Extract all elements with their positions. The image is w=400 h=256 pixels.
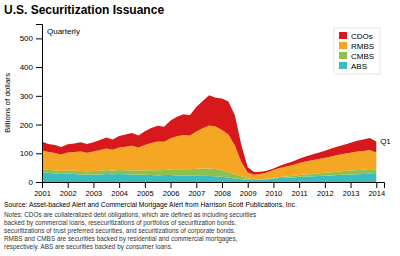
x-tick: 2013 <box>343 182 360 198</box>
y-tick-label: 0 <box>29 178 34 187</box>
x-axis: 2001 2002 2003 2004 2005 2006 2007 2008 2009 2010… <box>34 182 385 198</box>
y-axis-title: Billions of dollars <box>3 73 12 133</box>
x-tick-label: 2014 <box>368 189 385 198</box>
legend-entry: RMBS <box>339 42 374 51</box>
note: respectively. ABS are securities backed … <box>4 243 173 251</box>
x-tick-mark <box>68 182 69 188</box>
x-tick: 2008 <box>214 182 231 198</box>
y-tick: 100 <box>20 149 42 158</box>
x-tick-label: 2008 <box>214 189 231 198</box>
x-tick: 2004 <box>111 182 128 198</box>
y-tick-label: 300 <box>20 92 34 101</box>
legend-swatch <box>339 42 347 49</box>
legend-label: ABS <box>351 62 367 71</box>
area <box>42 95 376 175</box>
y-tick-mark <box>36 96 42 97</box>
note: Notes: CDOs are collateralized debt obli… <box>4 211 256 219</box>
x-tick-mark <box>196 182 197 188</box>
y-tick-mark <box>36 182 42 183</box>
y-tick: 300 <box>20 92 42 101</box>
x-tick: 2003 <box>86 182 103 198</box>
y-tick: 400 <box>20 63 42 72</box>
x-tick-mark <box>273 182 274 188</box>
y-tick-mark <box>36 38 42 39</box>
x-tick-mark <box>222 182 223 188</box>
legend-label: RMBS <box>351 42 374 51</box>
y-tick-mark <box>36 153 42 154</box>
x-tick: 2009 <box>240 182 257 198</box>
x-tick-mark <box>248 182 249 188</box>
x-tick: 2012 <box>317 182 334 198</box>
x-tick-mark <box>93 182 94 188</box>
x-tick-label: 2001 <box>34 189 51 198</box>
y-axis-line <box>36 25 43 183</box>
y-tick-label: 200 <box>20 121 34 130</box>
legend-swatch <box>339 62 347 69</box>
x-tick-label: 2009 <box>240 189 257 198</box>
legend-swatch <box>339 32 347 39</box>
x-tick-mark <box>376 182 377 188</box>
y-tick-mark <box>36 67 42 68</box>
y-tick-label: 400 <box>20 63 34 72</box>
legend-entry: CMBS <box>339 52 374 61</box>
x-tick-mark <box>299 182 300 188</box>
x-tick: 2006 <box>163 182 180 198</box>
x-tick-label: 2011 <box>292 189 308 198</box>
x-axis-line <box>43 183 385 189</box>
x-tick: 2014 <box>368 182 385 198</box>
x-tick-label: 2006 <box>163 189 180 198</box>
legend-entry: CDOs <box>339 32 373 41</box>
x-tick-mark <box>351 182 352 188</box>
y-axis: 0 100 200 300 400 500 <box>20 25 43 188</box>
x-tick-mark <box>119 182 120 188</box>
note: securitizations of trust preferred secur… <box>4 227 236 235</box>
annotation: Q1 <box>380 137 391 146</box>
y-tick: 0 <box>29 178 42 187</box>
x-tick-label: 2004 <box>111 189 128 198</box>
x-tick-label: 2012 <box>317 189 334 198</box>
x-tick: 2005 <box>137 182 154 198</box>
x-tick-label: 2010 <box>266 189 283 198</box>
x-tick-label: 2005 <box>137 189 154 198</box>
note: RMBS and CMBS are securities backed by r… <box>4 235 238 243</box>
x-tick-label: 2003 <box>86 189 103 198</box>
x-tick-label: 2007 <box>188 189 205 198</box>
x-tick-label: 2002 <box>60 189 77 198</box>
title: U.S. Securitization Issuance <box>4 3 164 17</box>
legend-box <box>334 28 380 74</box>
x-tick-mark <box>145 182 146 188</box>
areas <box>42 95 376 182</box>
x-tick: 2007 <box>188 182 205 198</box>
legend-label: CDOs <box>351 32 373 41</box>
chart: U.S. Securitization Issuance200120022003… <box>0 0 400 256</box>
note: backed by commercial loans, resecuritiza… <box>4 219 237 227</box>
y-tick-label: 500 <box>20 34 34 43</box>
plot: 2001 2002 2003 2004 2005 2006 2007 2008 2009 2010… <box>20 25 392 199</box>
annotation: Quarterly <box>47 27 80 36</box>
legend-entry: ABS <box>339 62 367 71</box>
y-tick: 200 <box>20 121 42 130</box>
x-tick-mark <box>171 182 172 188</box>
legend-swatch <box>339 52 347 59</box>
x-tick-mark <box>325 182 326 188</box>
x-tick: 2002 <box>60 182 77 198</box>
x-tick: 2010 <box>266 182 283 198</box>
y-tick-mark <box>36 125 42 126</box>
y-tick: 500 <box>20 34 42 43</box>
x-tick: 2001 <box>34 182 51 198</box>
legend: CDOsRMBSCMBSABS <box>334 28 380 74</box>
x-tick: 2011 <box>292 182 308 198</box>
y-tick-label: 100 <box>20 149 34 158</box>
legend-label: CMBS <box>351 52 374 61</box>
source: Source: Asset-backed Alert and Commercia… <box>4 201 297 209</box>
x-tick-label: 2013 <box>343 189 360 198</box>
